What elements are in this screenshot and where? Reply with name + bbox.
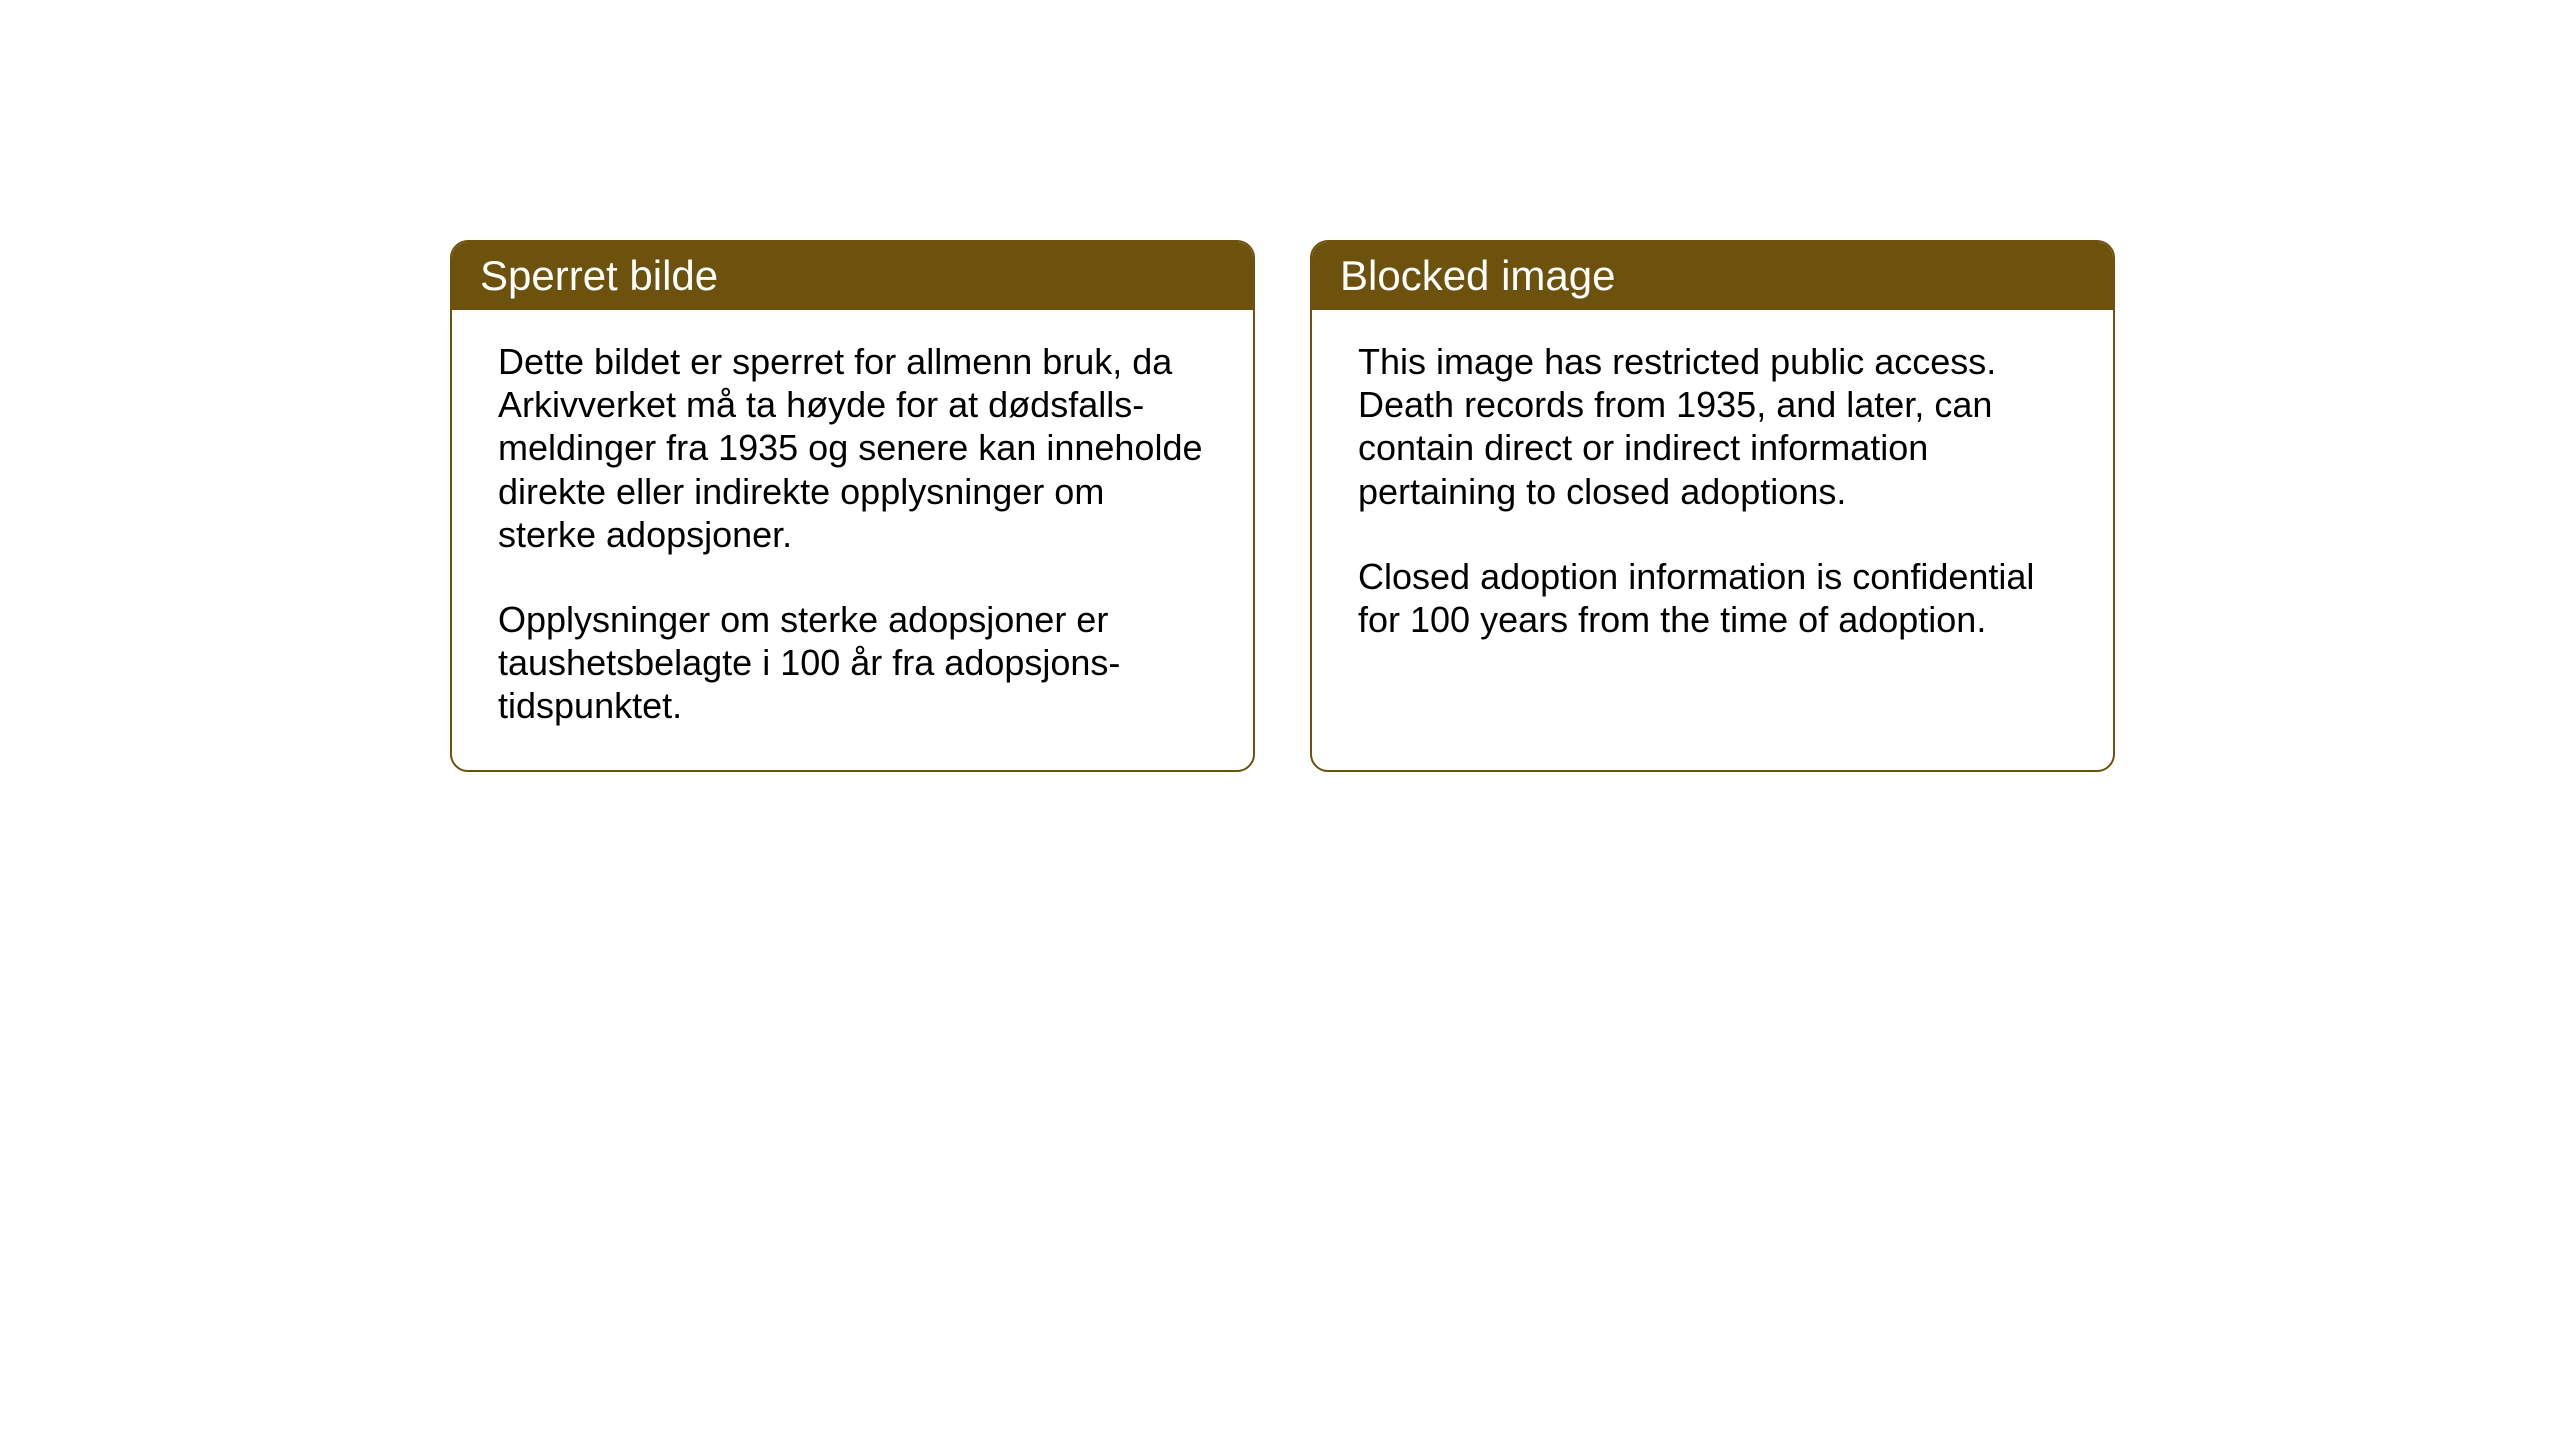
- card-paragraph: Dette bildet er sperret for allmenn bruk…: [498, 340, 1207, 556]
- card-header-norwegian: Sperret bilde: [452, 242, 1253, 310]
- card-paragraph: Closed adoption information is confident…: [1358, 555, 2067, 641]
- card-header-english: Blocked image: [1312, 242, 2113, 310]
- card-paragraph: This image has restricted public access.…: [1358, 340, 2067, 513]
- notice-card-norwegian: Sperret bilde Dette bildet er sperret fo…: [450, 240, 1255, 772]
- card-title: Blocked image: [1340, 252, 1615, 299]
- card-body-norwegian: Dette bildet er sperret for allmenn bruk…: [452, 310, 1253, 770]
- card-body-english: This image has restricted public access.…: [1312, 310, 2113, 683]
- notice-container: Sperret bilde Dette bildet er sperret fo…: [450, 240, 2115, 772]
- notice-card-english: Blocked image This image has restricted …: [1310, 240, 2115, 772]
- card-paragraph: Opplysninger om sterke adopsjoner er tau…: [498, 598, 1207, 728]
- card-title: Sperret bilde: [480, 252, 718, 299]
